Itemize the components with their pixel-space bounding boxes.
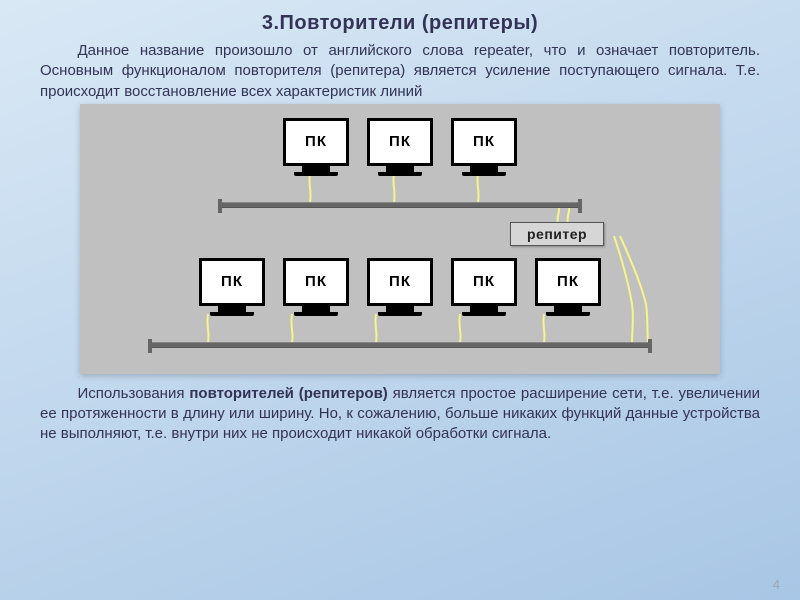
pc-screen: ПК — [367, 258, 433, 306]
bus-top — [220, 202, 580, 208]
pc-base — [462, 312, 506, 316]
repeater-label: репитер — [527, 226, 587, 242]
pc-base — [210, 312, 254, 316]
pc-screen: ПК — [283, 258, 349, 306]
bus-cap — [218, 199, 222, 213]
paragraph-bottom: Использования повторителей (репитеров) я… — [40, 384, 760, 445]
text-bold: повторителей (репитеров) — [189, 385, 387, 402]
pc-base — [294, 312, 338, 316]
pc-stand — [386, 306, 414, 312]
pc-stand — [554, 306, 582, 312]
pc-row-bottom: ПК ПК ПК ПК ПК — [80, 258, 720, 316]
page-number: 4 — [773, 577, 780, 592]
pc-monitor: ПК — [451, 258, 517, 316]
pc-monitor: ПК — [535, 258, 601, 316]
pc-screen: ПК — [199, 258, 265, 306]
bus-cap — [148, 339, 152, 353]
pc-monitor: ПК — [199, 258, 265, 316]
bus-cap — [578, 199, 582, 213]
pc-stand — [470, 306, 498, 312]
cable — [393, 174, 394, 202]
pc-base — [462, 172, 506, 176]
text-pre: Использования — [78, 385, 190, 402]
bus-cap — [648, 339, 652, 353]
pc-screen: ПК — [283, 118, 349, 166]
pc-stand — [302, 306, 330, 312]
cable — [375, 314, 376, 342]
pc-stand — [302, 166, 330, 172]
pc-monitor: ПК — [367, 258, 433, 316]
pc-stand — [218, 306, 246, 312]
slide: 3.Повторители (репитеры) Данное название… — [0, 0, 800, 600]
pc-screen: ПК — [451, 118, 517, 166]
pc-monitor: ПК — [283, 258, 349, 316]
pc-screen: ПК — [367, 118, 433, 166]
network-diagram: ПК ПК ПК репитер ПК ПК ПК ПК ПК — [80, 104, 720, 374]
pc-screen: ПК — [451, 258, 517, 306]
pc-base — [294, 172, 338, 176]
pc-screen: ПК — [535, 258, 601, 306]
pc-stand — [386, 166, 414, 172]
bus-bottom — [150, 342, 650, 348]
cable — [309, 174, 310, 202]
pc-base — [378, 312, 422, 316]
cable — [291, 314, 292, 342]
pc-monitor: ПК — [283, 118, 349, 176]
pc-row-top: ПК ПК ПК — [80, 118, 720, 176]
pc-base — [546, 312, 590, 316]
cable — [459, 314, 460, 342]
pc-monitor: ПК — [451, 118, 517, 176]
cable — [543, 314, 544, 342]
slide-title: 3.Повторители (репитеры) — [40, 12, 760, 35]
pc-monitor: ПК — [367, 118, 433, 176]
paragraph-top: Данное название произошло от английского… — [40, 41, 760, 102]
pc-stand — [470, 166, 498, 172]
pc-base — [378, 172, 422, 176]
cable — [207, 314, 208, 342]
repeater-box: репитер — [510, 222, 604, 246]
cable — [477, 174, 478, 202]
